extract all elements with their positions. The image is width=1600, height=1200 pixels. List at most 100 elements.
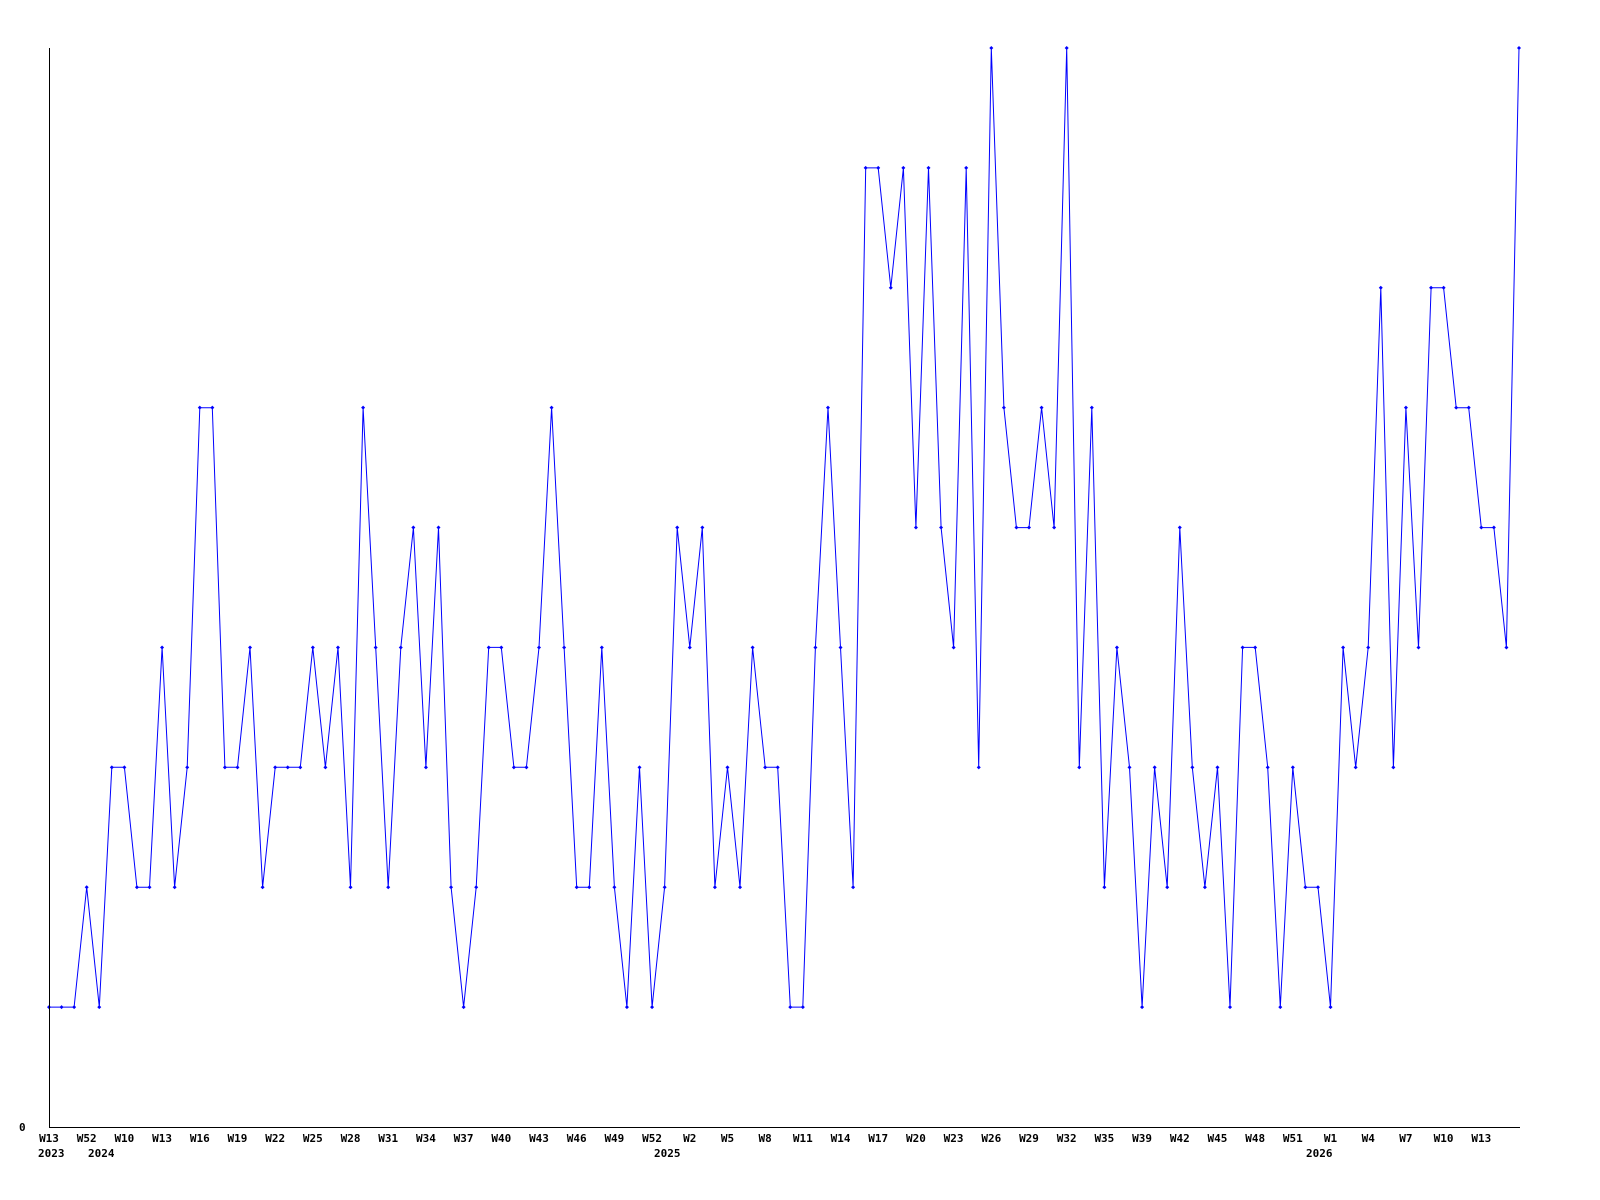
data-point bbox=[147, 885, 152, 890]
x-tick-label: W13 bbox=[1471, 1132, 1491, 1145]
data-point bbox=[109, 765, 114, 770]
year-label: 2024 bbox=[88, 1147, 115, 1160]
data-point bbox=[662, 885, 667, 890]
data-point bbox=[248, 645, 253, 650]
data-point bbox=[1215, 765, 1220, 770]
data-point bbox=[310, 645, 315, 650]
x-tick-label: W19 bbox=[228, 1132, 248, 1145]
data-point bbox=[1052, 525, 1057, 530]
data-point bbox=[285, 765, 290, 770]
data-point bbox=[675, 525, 680, 530]
x-tick-label: W32 bbox=[1057, 1132, 1077, 1145]
data-point bbox=[260, 885, 265, 890]
data-point bbox=[1278, 1005, 1283, 1010]
x-tick-label: W51 bbox=[1283, 1132, 1303, 1145]
data-point bbox=[1253, 645, 1258, 650]
data-point bbox=[1140, 1005, 1145, 1010]
x-tick-label: W52 bbox=[642, 1132, 662, 1145]
data-point bbox=[624, 1005, 629, 1010]
data-point bbox=[901, 165, 906, 170]
data-point bbox=[122, 765, 127, 770]
data-point bbox=[323, 765, 328, 770]
data-point bbox=[813, 645, 818, 650]
data-point bbox=[562, 645, 567, 650]
data-point bbox=[235, 765, 240, 770]
data-point bbox=[976, 765, 981, 770]
x-tick-label: W13 bbox=[39, 1132, 59, 1145]
data-point bbox=[1027, 525, 1031, 530]
data-point bbox=[926, 165, 931, 170]
series-line bbox=[49, 47, 1520, 1008]
data-point bbox=[1491, 525, 1496, 530]
data-point bbox=[1315, 885, 1320, 890]
data-point bbox=[1190, 765, 1195, 770]
data-point bbox=[386, 885, 391, 890]
data-point bbox=[587, 885, 592, 890]
data-point bbox=[537, 645, 541, 650]
year-labels: 2023 2024 2025 2026 bbox=[38, 1147, 1333, 1160]
data-point bbox=[1228, 1005, 1233, 1010]
data-point bbox=[612, 885, 617, 890]
data-point bbox=[1378, 285, 1383, 290]
data-point bbox=[800, 1005, 805, 1010]
data-point bbox=[1416, 645, 1421, 650]
data-point bbox=[825, 405, 830, 410]
x-tick-label: W22 bbox=[265, 1132, 285, 1145]
data-point bbox=[1328, 1005, 1333, 1010]
x-tick-label: W43 bbox=[529, 1132, 549, 1145]
data-point bbox=[72, 1005, 77, 1010]
x-tick-label: W5 bbox=[721, 1132, 734, 1145]
x-tick-labels: W13 W52 W10 W13 W16 W19 W22 W25 W28 W31 W34 W37 W40 W… bbox=[39, 1132, 1491, 1145]
data-point bbox=[1366, 645, 1371, 650]
data-point bbox=[97, 1005, 102, 1010]
year-label: 2026 bbox=[1306, 1147, 1333, 1160]
year-label: 2023 bbox=[38, 1147, 65, 1160]
data-point bbox=[273, 765, 278, 770]
data-point bbox=[725, 765, 730, 770]
x-tick-label: W45 bbox=[1208, 1132, 1228, 1145]
y-tick-label-0: 0 bbox=[19, 1121, 26, 1134]
data-point bbox=[1517, 46, 1521, 50]
data-point bbox=[511, 765, 516, 770]
data-point bbox=[461, 1005, 466, 1010]
data-point bbox=[1504, 645, 1509, 650]
data-point bbox=[84, 885, 89, 890]
x-tick-label: W14 bbox=[831, 1132, 851, 1145]
data-point bbox=[134, 885, 139, 890]
data-point bbox=[197, 405, 202, 410]
data-point bbox=[989, 46, 994, 50]
data-point bbox=[1165, 885, 1170, 890]
data-point bbox=[851, 885, 856, 890]
data-point bbox=[964, 165, 969, 170]
data-point bbox=[373, 645, 378, 650]
data-point bbox=[750, 645, 755, 650]
data-point bbox=[423, 765, 428, 770]
series-line-group bbox=[47, 46, 1521, 1010]
x-tick-label: W31 bbox=[378, 1132, 398, 1145]
data-point bbox=[863, 165, 868, 170]
data-point bbox=[298, 765, 303, 770]
data-point bbox=[951, 645, 956, 650]
x-tick-label: W1 bbox=[1324, 1132, 1338, 1145]
data-point bbox=[160, 645, 165, 650]
data-point bbox=[1114, 645, 1119, 650]
data-point bbox=[172, 885, 177, 890]
x-tick-label: W10 bbox=[1434, 1132, 1454, 1145]
data-point bbox=[1303, 885, 1308, 890]
data-point bbox=[449, 885, 454, 890]
data-point bbox=[1064, 46, 1069, 50]
x-tick-label: W8 bbox=[759, 1132, 772, 1145]
data-point bbox=[1152, 765, 1157, 770]
data-point bbox=[436, 525, 441, 530]
data-point bbox=[1127, 765, 1132, 770]
x-tick-label: W35 bbox=[1094, 1132, 1114, 1145]
x-tick-label: W46 bbox=[567, 1132, 587, 1145]
x-tick-label: W29 bbox=[1019, 1132, 1039, 1145]
data-point bbox=[637, 765, 642, 770]
data-point bbox=[939, 525, 944, 530]
x-tick-label: W39 bbox=[1132, 1132, 1152, 1145]
data-point bbox=[348, 885, 353, 890]
data-point bbox=[1077, 765, 1082, 770]
x-tick-label: W7 bbox=[1399, 1132, 1412, 1145]
